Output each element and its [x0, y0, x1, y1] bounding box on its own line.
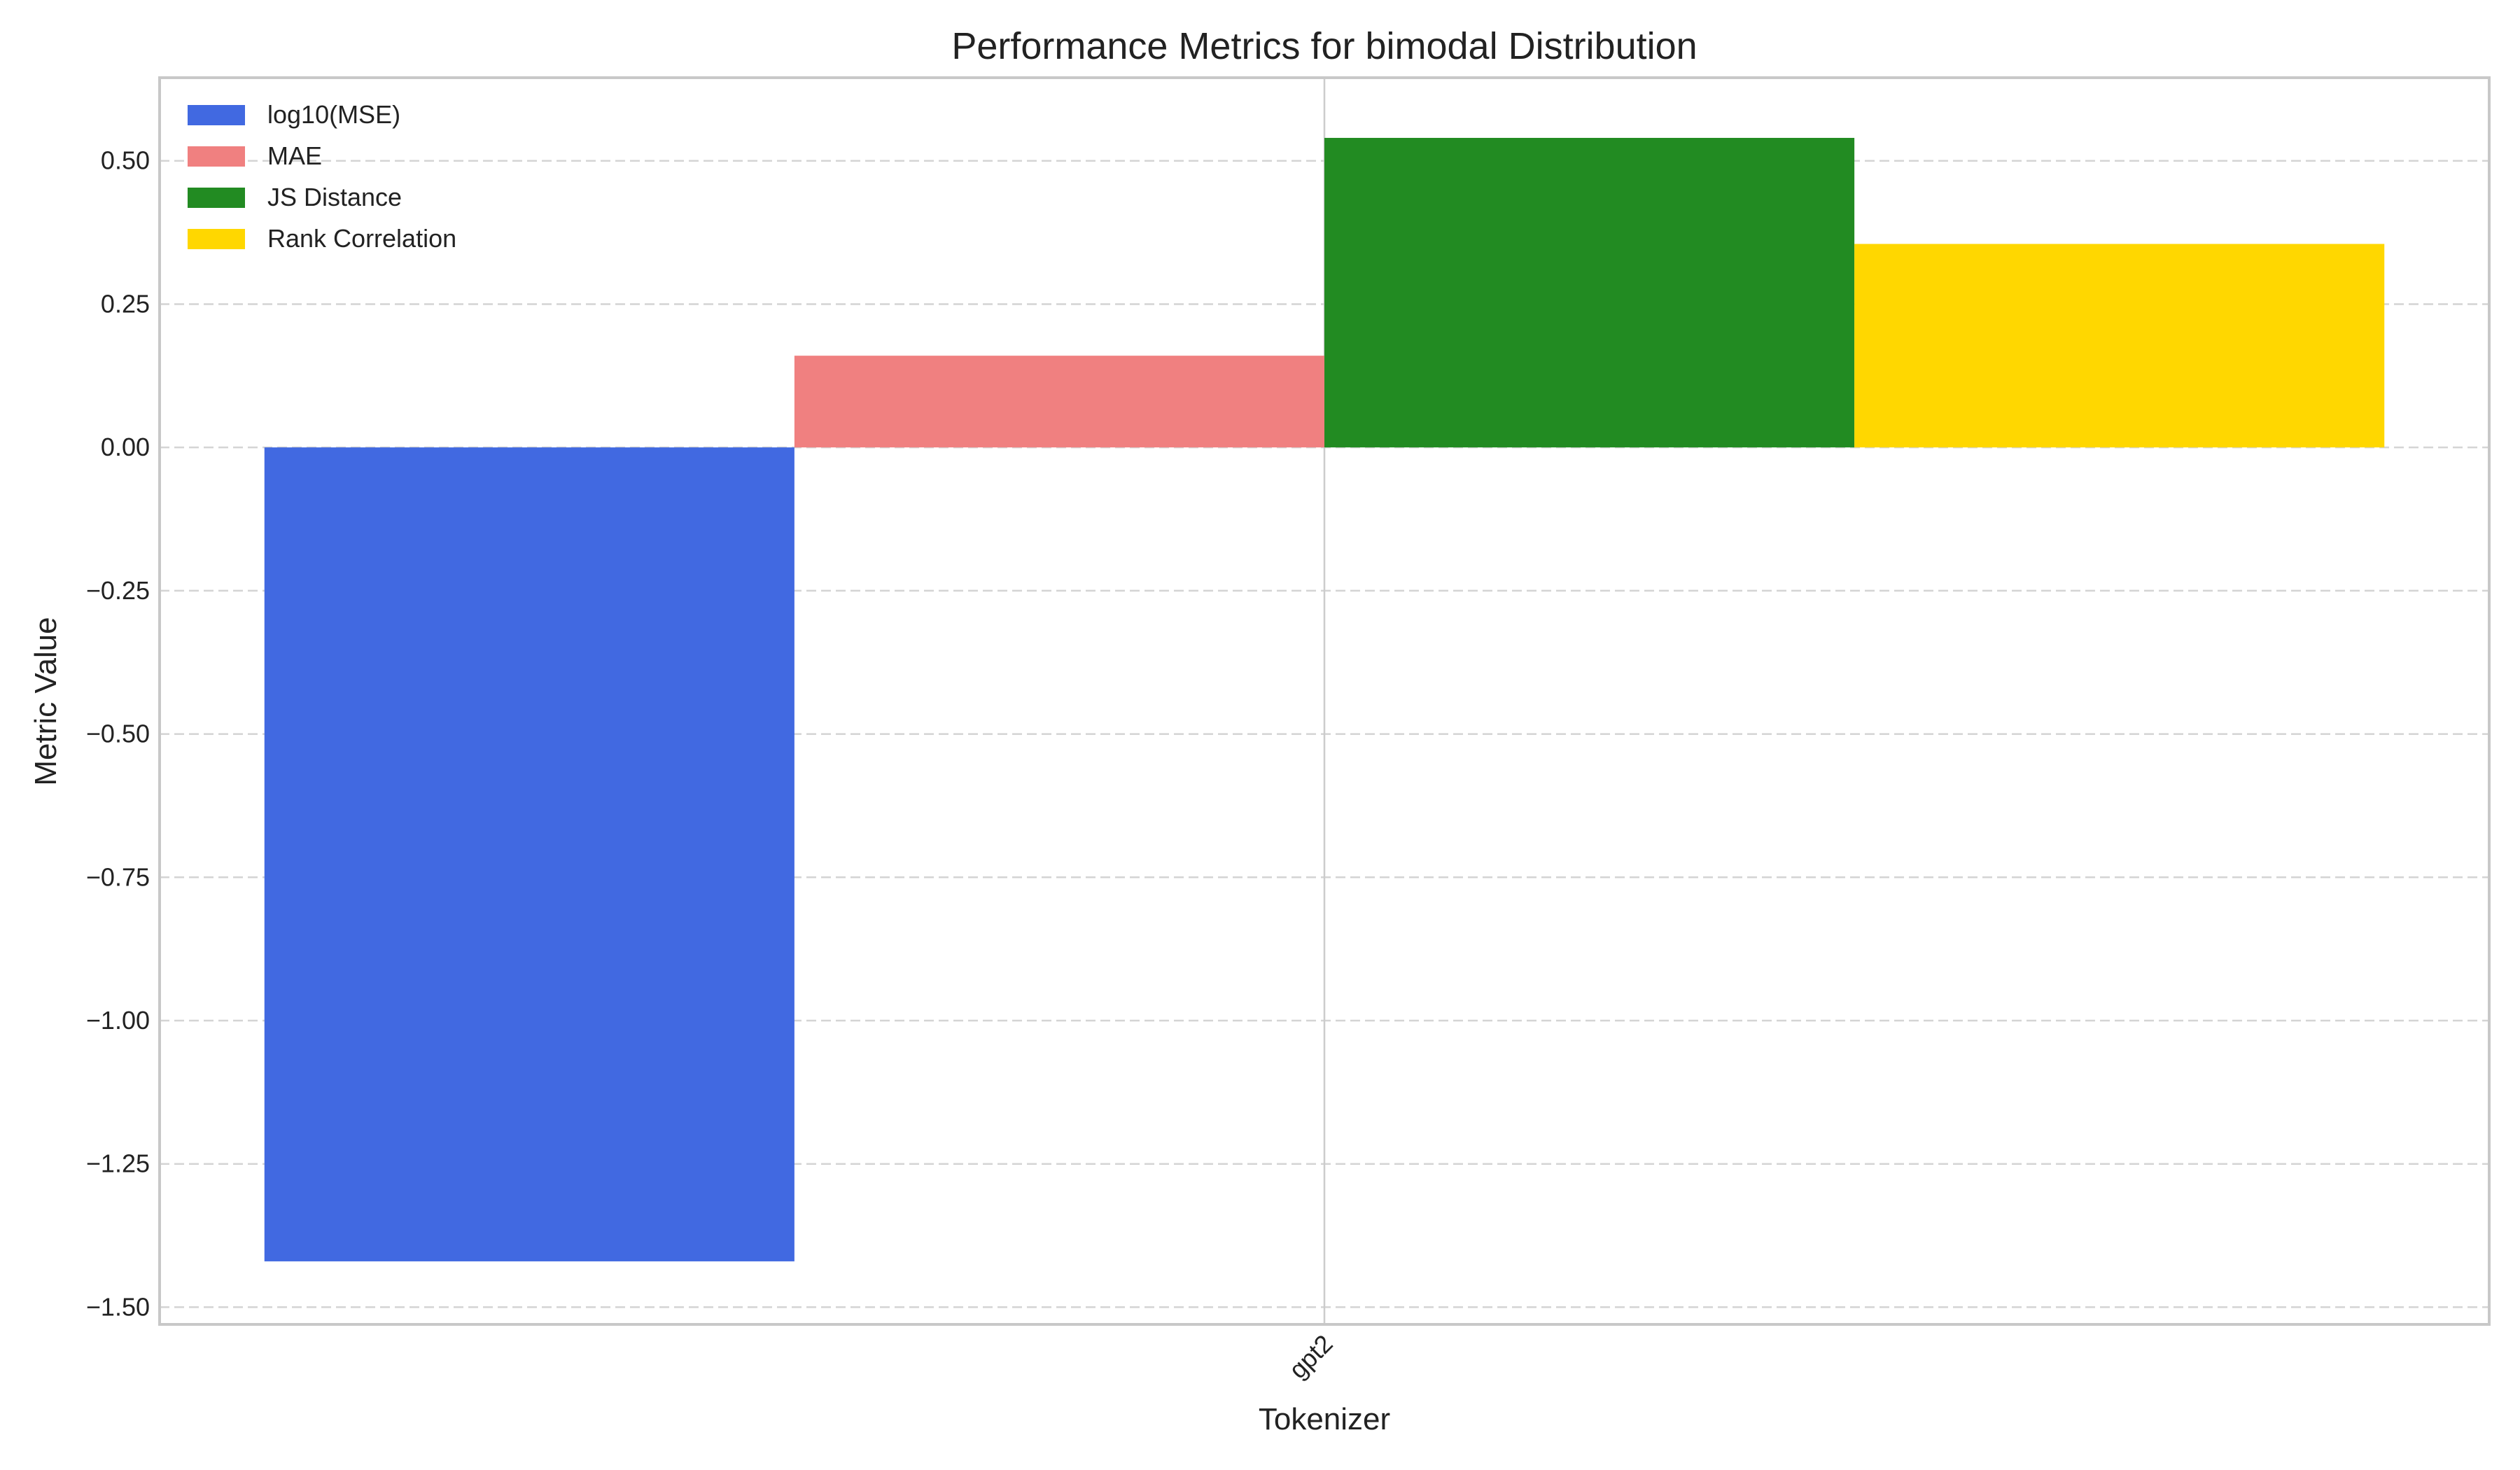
legend-swatch-log10-mse — [188, 105, 245, 125]
y-tick-label: 0.00 — [101, 433, 150, 461]
y-tick-label: −1.50 — [86, 1292, 150, 1321]
y-axis-label: Metric Value — [29, 617, 63, 785]
y-tick-label: 0.50 — [101, 146, 150, 175]
chart-title: Performance Metrics for bimodal Distribu… — [951, 25, 1697, 67]
legend-swatch-js-distance — [188, 188, 245, 208]
legend: log10(MSE) MAE JS Distance Rank Correlation — [188, 100, 456, 253]
x-tick-labels: gpt2 — [1283, 1329, 1338, 1385]
y-tick-label: 0.25 — [101, 289, 150, 318]
y-tick-label: −0.50 — [86, 720, 150, 748]
legend-swatch-mae — [188, 146, 245, 167]
bar-mae-gpt2 — [794, 356, 1324, 448]
legend-label-rank-correlation: Rank Correlation — [267, 224, 456, 253]
bars — [264, 137, 2385, 1261]
y-tick-label: −1.25 — [86, 1149, 150, 1178]
y-tick-labels: −1.50 −1.25 −1.00 −0.75 −0.50 −0.25 0.00 0.25 0.… — [86, 146, 150, 1322]
legend-label-log10-mse: log10(MSE) — [267, 100, 400, 129]
y-tick-label: −0.75 — [86, 862, 150, 891]
y-tick-label: −0.25 — [86, 576, 150, 605]
legend-label-js-distance: JS Distance — [267, 183, 402, 211]
bar-rank-correlation-gpt2 — [1854, 244, 2385, 448]
x-axis-label: Tokenizer — [1259, 1402, 1390, 1436]
bar-log10-mse-gpt2 — [264, 447, 794, 1261]
x-tick-label: gpt2 — [1283, 1329, 1338, 1385]
legend-swatch-rank-correlation — [188, 229, 245, 249]
bar-js-distance-gpt2 — [1324, 137, 1855, 448]
legend-label-mae: MAE — [267, 141, 322, 170]
y-tick-label: −1.00 — [86, 1006, 150, 1035]
plot-frame — [158, 76, 2491, 1326]
